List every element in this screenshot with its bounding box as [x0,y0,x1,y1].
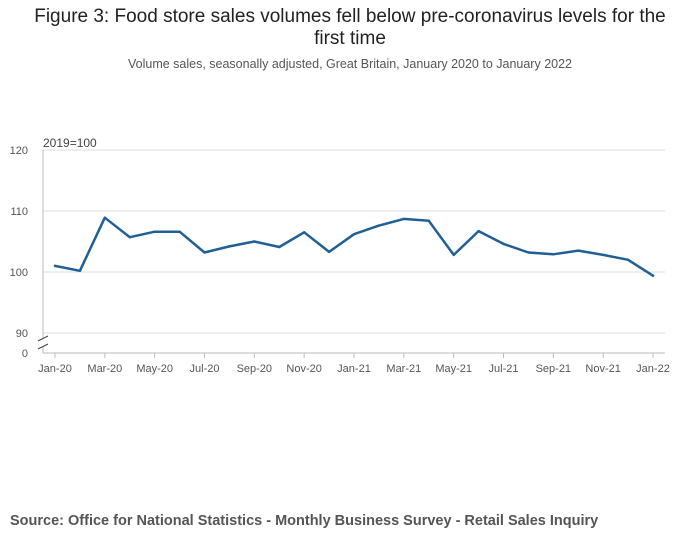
x-tick-label: Nov-21 [585,363,620,375]
y-tick-label: 90 [16,328,28,340]
data-point[interactable] [502,242,505,246]
data-point[interactable] [253,240,256,243]
data-point[interactable] [228,245,231,248]
x-tick-label: May-20 [136,363,173,375]
data-point[interactable] [128,236,131,239]
data-point[interactable] [103,216,107,219]
axis-break-mark [37,343,49,350]
data-point[interactable] [178,230,181,233]
y-tick-label: 100 [10,267,28,279]
x-tick-label: Mar-21 [386,363,421,375]
data-point[interactable] [651,274,655,277]
series-line-0 [53,216,655,277]
data-point[interactable] [302,231,306,234]
x-tick-label: May-21 [435,363,472,375]
data-point[interactable] [577,249,580,252]
data-point[interactable] [153,230,156,233]
y-unit-label: 2019=100 [43,136,97,150]
chart-subtitle: Volume sales, seasonally adjusted, Great… [127,57,573,71]
data-point[interactable] [452,253,455,257]
data-point[interactable] [352,232,356,236]
data-point[interactable] [53,264,57,268]
x-tick-label: Jul-21 [489,363,519,375]
data-point[interactable] [78,269,82,272]
chart-title: Figure 3: Food store sales volumes fell … [34,6,666,49]
data-point[interactable] [203,251,206,254]
data-point[interactable] [278,245,281,249]
y-tick-label: 110 [10,206,28,218]
data-point[interactable] [402,217,406,221]
x-tick-label: Nov-20 [286,363,321,375]
data-point[interactable] [601,253,605,257]
data-point[interactable] [527,251,530,254]
axis-break-mark [37,335,49,342]
x-tick-label: Jul-20 [190,363,220,375]
data-point[interactable] [327,250,331,254]
x-tick-label: Sep-21 [536,363,571,375]
data-point[interactable] [552,253,555,256]
x-tick-label: Sep-20 [237,363,272,375]
data-point[interactable] [477,229,480,233]
y-tick-label: 0 [22,348,28,360]
source-note: Source: Office for National Statistics -… [10,513,599,529]
data-point[interactable] [377,224,381,227]
x-tick-label: Jan-20 [38,363,72,375]
data-point[interactable] [427,219,430,222]
data-point[interactable] [626,258,630,261]
x-tick-label: Mar-20 [87,363,122,375]
x-tick-label: Jan-22 [636,363,670,375]
x-tick-label: Jan-21 [337,363,371,375]
y-tick-label: 120 [10,145,28,157]
